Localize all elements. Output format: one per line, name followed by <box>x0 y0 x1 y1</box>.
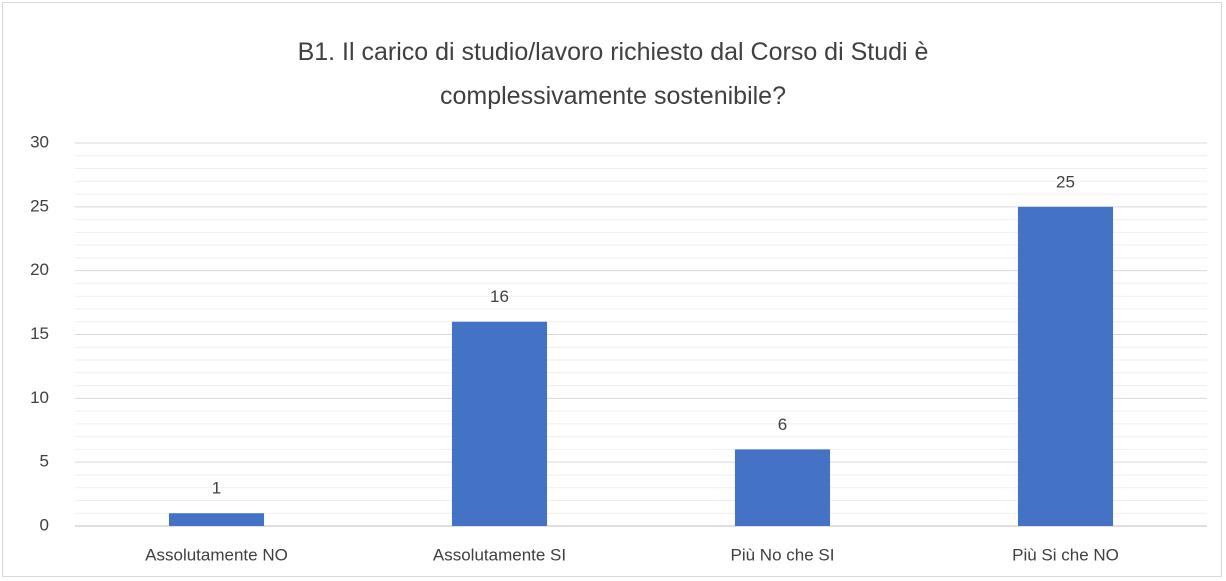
bar <box>168 513 265 526</box>
x-tick-label: Più No che SI <box>731 545 835 564</box>
y-tick-label: 5 <box>40 452 49 471</box>
data-label: 16 <box>490 287 509 306</box>
x-tick-label: Assolutamente SI <box>433 545 566 564</box>
bar <box>734 449 831 526</box>
y-tick-label: 20 <box>30 260 49 279</box>
data-label: 1 <box>212 479 221 498</box>
x-tick-label: Assolutamente NO <box>145 545 288 564</box>
bar <box>451 321 548 526</box>
data-label: 6 <box>778 415 787 434</box>
data-label: 25 <box>1056 172 1075 191</box>
bar <box>1017 206 1114 527</box>
y-tick-label: 0 <box>40 515 49 534</box>
y-tick-label: 15 <box>30 324 49 343</box>
chart-title: B1. Il carico di studio/lavoro richiesto… <box>297 38 929 110</box>
y-tick-label: 25 <box>30 196 49 215</box>
y-tick-label: 30 <box>30 132 49 151</box>
y-tick-label: 10 <box>30 388 49 407</box>
x-tick-label: Più Si che NO <box>1012 545 1119 564</box>
